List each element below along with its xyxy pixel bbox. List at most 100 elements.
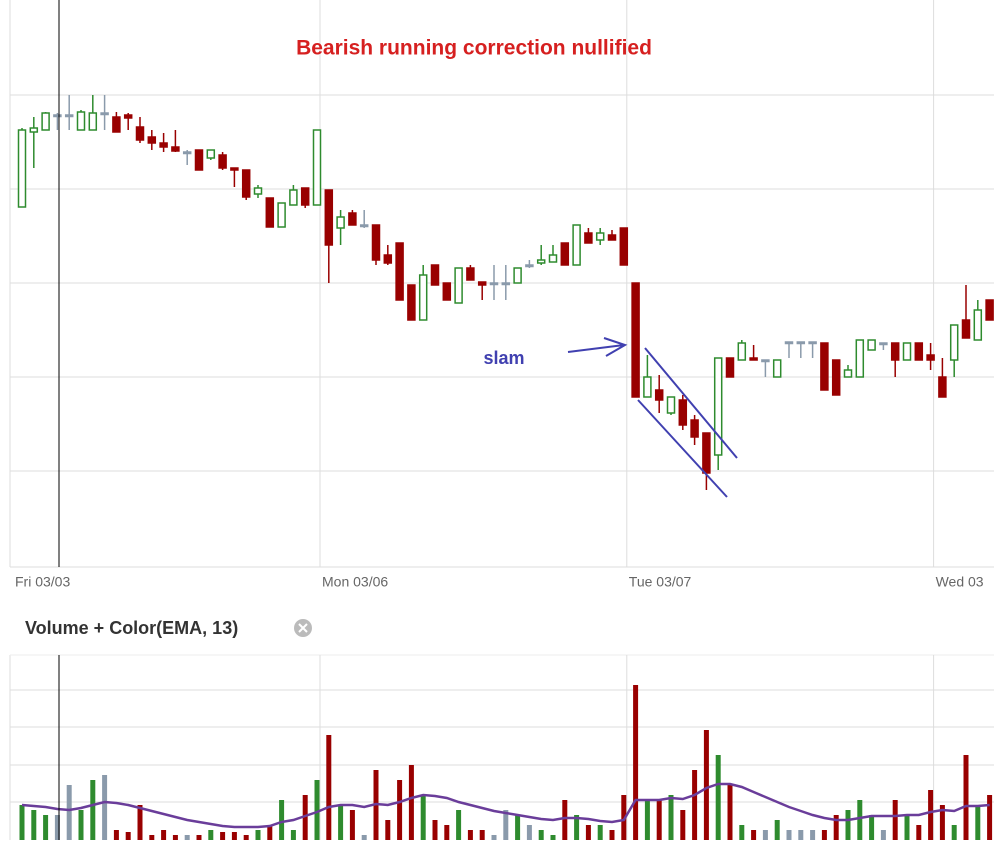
candle-body <box>772 359 782 378</box>
volume-bar <box>444 825 450 840</box>
candle-body <box>466 267 475 281</box>
volume-bar <box>338 805 344 840</box>
volume-bar <box>397 780 403 840</box>
candle-body <box>100 112 109 116</box>
volume-bar <box>574 815 580 840</box>
volume-bar <box>963 755 969 840</box>
candle-body <box>336 216 345 229</box>
candle-body <box>926 354 935 361</box>
volume-bar <box>243 835 249 840</box>
volume-bar <box>208 830 214 840</box>
volume-bar <box>349 810 355 840</box>
volume-bar <box>585 825 591 840</box>
candle-body <box>383 254 393 264</box>
volume-bar <box>290 830 296 840</box>
volume-bar <box>633 685 639 840</box>
candle-body <box>513 267 522 284</box>
volume-bar <box>939 805 945 840</box>
volume-bar <box>408 765 414 840</box>
volume-bar <box>503 810 509 840</box>
candle-body <box>831 359 841 396</box>
volume-bar <box>975 805 981 840</box>
candle-body <box>985 299 994 321</box>
volume-bar <box>491 835 497 840</box>
volume-bar <box>172 835 178 840</box>
candle-body <box>41 112 50 131</box>
close-icon-x[interactable] <box>298 623 308 633</box>
volume-bar <box>951 825 957 840</box>
volume-bar <box>798 830 804 840</box>
candle-body <box>477 281 487 286</box>
arrow-head <box>603 337 628 357</box>
volume-panel <box>10 655 994 840</box>
candle-body <box>595 232 605 241</box>
candle-body <box>265 197 275 228</box>
volume-bar <box>19 805 25 840</box>
volume-bar <box>361 835 367 840</box>
volume-bar <box>987 795 993 840</box>
volume-bar <box>125 832 131 840</box>
candle-body <box>312 129 322 206</box>
volume-bar <box>90 780 96 840</box>
candle-body <box>902 342 912 361</box>
volume-bar <box>692 770 698 840</box>
volume-bar <box>467 830 473 840</box>
candle-body <box>808 341 817 345</box>
volume-bar <box>550 835 556 840</box>
volume-bar <box>904 815 910 840</box>
volume-bar <box>184 835 190 840</box>
volume-bar <box>774 820 780 840</box>
candle-body <box>820 342 829 391</box>
volume-bar <box>515 815 521 840</box>
volume-bar <box>54 815 60 840</box>
volume-bar <box>43 815 49 840</box>
volume-bar <box>562 800 568 840</box>
annotation: slam <box>483 348 524 368</box>
chart-title: Bearish running correction nullified <box>296 37 652 60</box>
candle-body <box>430 264 440 286</box>
candle-body <box>395 242 404 301</box>
volume-bar <box>644 800 650 840</box>
candle-body <box>784 341 794 345</box>
candle-body <box>548 254 558 263</box>
volume-bar <box>857 800 863 840</box>
x-tick-label: Tue 03/07 <box>629 574 692 590</box>
candle-body <box>17 129 27 208</box>
volume-bar <box>231 832 237 840</box>
price-panel: Fri 03/03 Mon 03/06 Tue 03/07 Wed 03 <box>10 0 994 590</box>
volume-bar <box>302 795 308 840</box>
volume-bar <box>739 825 745 840</box>
volume-bar <box>432 820 438 840</box>
volume-bar <box>149 835 155 840</box>
volume-bar <box>668 795 674 840</box>
candle-body <box>890 342 900 361</box>
candle-body <box>29 127 39 133</box>
volume-bar <box>538 830 544 840</box>
candle-body <box>218 154 227 169</box>
volume-bar <box>751 830 757 840</box>
candle-body <box>501 282 511 286</box>
volume-bar <box>715 755 721 840</box>
candle-body <box>300 187 310 206</box>
volume-bar <box>526 825 532 840</box>
candle-body <box>324 189 334 246</box>
volume-bar <box>916 825 922 840</box>
volume-bar <box>161 830 167 840</box>
candle-body <box>194 149 204 171</box>
candle-body <box>64 114 74 118</box>
volume-bar <box>66 785 72 840</box>
candle-body <box>135 126 145 141</box>
close-icon[interactable] <box>294 619 312 637</box>
candle-body <box>359 224 369 228</box>
candle-body <box>454 267 463 304</box>
candle-body <box>525 264 534 268</box>
candle-body <box>702 432 711 474</box>
candle-body <box>666 396 676 414</box>
candle-body <box>371 224 381 261</box>
volume-bar <box>255 830 261 840</box>
volume-bar <box>113 830 119 840</box>
candle-body <box>949 324 959 361</box>
volume-bar <box>78 810 84 840</box>
volume-bar <box>137 805 143 840</box>
